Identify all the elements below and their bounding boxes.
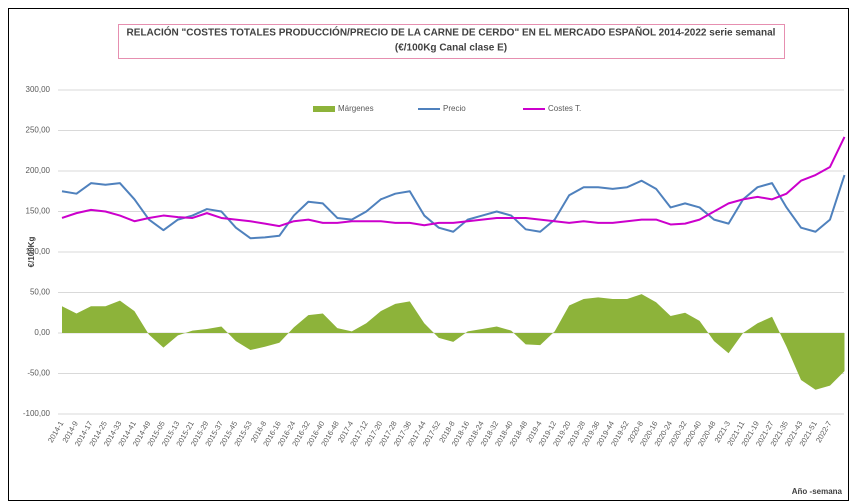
y-tick-label: 200,00 — [26, 166, 51, 175]
title-box — [118, 24, 785, 59]
y-tick-label: 300,00 — [26, 85, 51, 94]
legend-label: Precio — [443, 104, 466, 113]
legend-swatch — [313, 106, 335, 112]
y-tick-label: 0,00 — [34, 328, 50, 337]
area — [62, 294, 845, 390]
line — [61, 136, 846, 228]
y-tick-label: 150,00 — [26, 207, 51, 216]
y-tick-label: 100,00 — [26, 247, 51, 256]
y-axis-label: €/100Kg — [27, 237, 36, 268]
chart-title: RELACIÓN "COSTES TOTALES PRODUCCIÓN/PREC… — [127, 26, 776, 39]
chart-subtitle: (€/100Kg Canal clase E) — [395, 43, 507, 54]
y-tick-label: 50,00 — [30, 288, 51, 297]
y-tick-label: -100,00 — [23, 409, 51, 418]
x-axis-label: Año -semana — [792, 487, 843, 496]
legend-label: Costes T. — [548, 104, 581, 113]
line — [61, 174, 846, 240]
legend-label: Márgenes — [338, 104, 374, 113]
y-tick-label: -50,00 — [27, 369, 50, 378]
y-tick-label: 250,00 — [26, 126, 51, 135]
